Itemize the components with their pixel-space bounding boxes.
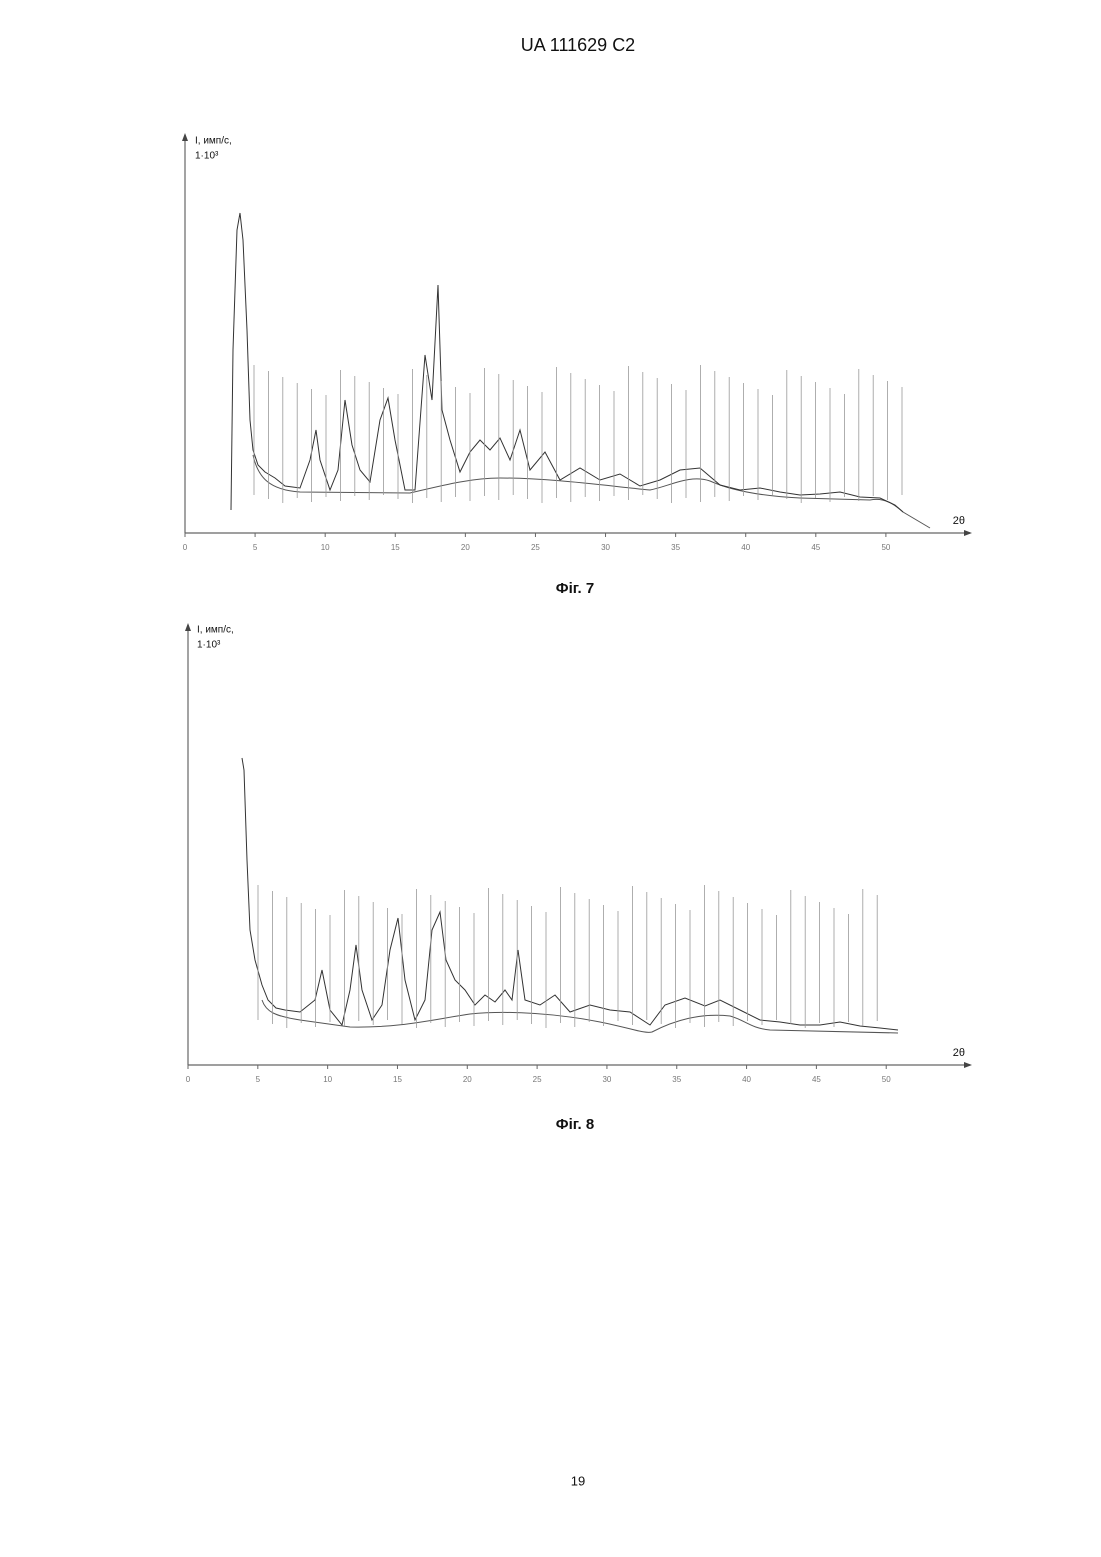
x-tick-label: 10 bbox=[321, 543, 330, 552]
x-tick-label: 25 bbox=[533, 1075, 542, 1084]
x-tick-label: 15 bbox=[393, 1075, 402, 1084]
x-label: 2θ bbox=[953, 1047, 965, 1059]
x-tick-label: 20 bbox=[461, 543, 470, 552]
x-tick-label: 35 bbox=[672, 1075, 681, 1084]
arrow bbox=[182, 133, 188, 141]
arrow bbox=[964, 1062, 972, 1068]
x-tick-label: 50 bbox=[882, 1075, 891, 1084]
x-tick-label: 15 bbox=[391, 543, 400, 552]
diffraction-curve bbox=[231, 213, 903, 512]
page-number: 19 bbox=[571, 1473, 585, 1488]
x-tick-label: 45 bbox=[812, 1075, 821, 1084]
x-tick-label: 5 bbox=[253, 543, 258, 552]
x-label: 2θ bbox=[953, 515, 965, 527]
x-tick-label: 40 bbox=[741, 543, 750, 552]
y-label: I, имп/с, bbox=[195, 136, 232, 147]
x-tick-label: 25 bbox=[531, 543, 540, 552]
x-tick-label: 20 bbox=[463, 1075, 472, 1084]
x-tick-label: 50 bbox=[881, 543, 890, 552]
x-tick-label: 40 bbox=[742, 1075, 751, 1084]
header: UA 111629 C2 bbox=[521, 35, 635, 55]
x-tick-label: 0 bbox=[183, 543, 188, 552]
background-line bbox=[262, 1000, 898, 1033]
arrow bbox=[185, 623, 191, 631]
figure: I, имп/с, 1·10³ 2θ 0 5 10 15 20 25 30 35 40 45 50 bbox=[185, 623, 972, 1084]
x-tick-label: 5 bbox=[256, 1075, 261, 1084]
x-tick-label: 10 bbox=[323, 1075, 332, 1084]
x-tick-label: 30 bbox=[602, 1075, 611, 1084]
x-tick-label: 0 bbox=[186, 1075, 191, 1084]
caption: Фіг. 7 bbox=[556, 580, 594, 597]
caption: Фіг. 8 bbox=[556, 1116, 594, 1133]
figure: I, имп/с, 1·10³ 2θ 0 5 10 15 20 25 30 35 40 45 50 bbox=[182, 133, 972, 552]
x-tick-label: 35 bbox=[671, 543, 680, 552]
y-unit: 1·10³ bbox=[197, 640, 221, 651]
arrow bbox=[964, 530, 972, 536]
x-tick-label: 45 bbox=[811, 543, 820, 552]
x-tick-label: 30 bbox=[601, 543, 610, 552]
y-label: I, имп/с, bbox=[197, 625, 234, 636]
diffraction-curve bbox=[242, 758, 898, 1030]
y-unit: 1·10³ bbox=[195, 151, 219, 162]
page: UA 111629 C2 I, имп/с, 1·10³ 2θ 0 5 10 15 20… bbox=[0, 0, 1101, 1557]
